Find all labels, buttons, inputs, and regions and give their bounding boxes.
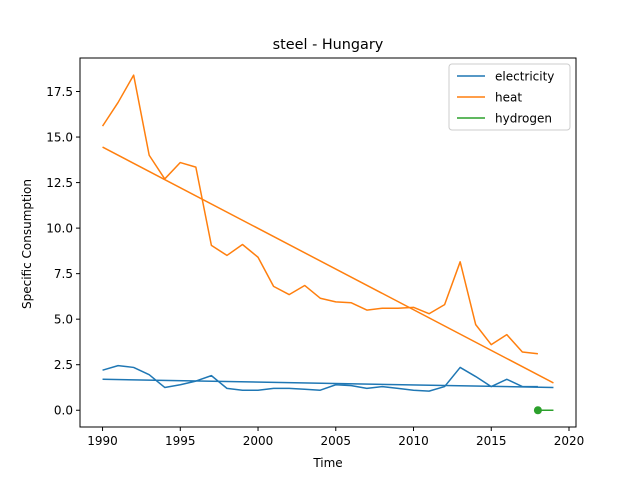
y-tick-label: 0.0 [54,404,73,418]
y-tick-label: 2.5 [54,358,73,372]
y-axis-label: Specific Consumption [20,179,34,309]
y-tick-label: 15.0 [46,131,73,145]
legend: electricity heat hydrogen [448,63,571,131]
heat-series-line [101,74,538,355]
plot-series [101,74,554,415]
y-tick-label: 10.0 [46,222,73,236]
x-tick-label: 2010 [398,434,429,448]
y-axis-ticks: 0.0 2.5 5.0 7.5 10.0 12.5 15.0 17.5 [46,85,80,418]
x-tick-label: 2000 [243,434,274,448]
electricity-trend-line [102,378,554,389]
x-axis-label: Time [312,456,342,470]
x-axis-ticks: 1990 1995 2000 2005 2010 2015 2020 [87,427,584,448]
legend-label-heat: heat [495,91,522,105]
x-tick-label: 2015 [476,434,507,448]
x-tick-label: 1990 [87,434,118,448]
legend-label-electricity: electricity [495,70,554,84]
chart-title: steel - Hungary [273,37,384,53]
x-tick-label: 1995 [165,434,196,448]
y-tick-label: 17.5 [46,85,73,99]
y-tick-label: 5.0 [54,313,73,327]
x-tick-label: 2020 [554,434,585,448]
legend-box [448,63,571,131]
x-tick-label: 2005 [321,434,352,448]
legend-label-hydrogen: hydrogen [495,112,552,126]
y-tick-label: 7.5 [54,267,73,281]
y-tick-label: 12.5 [46,176,73,190]
plot-area-frame [79,57,577,428]
heat-trend-line [102,146,554,384]
electricity-series-line [102,364,538,392]
hydrogen-marker [533,406,542,415]
